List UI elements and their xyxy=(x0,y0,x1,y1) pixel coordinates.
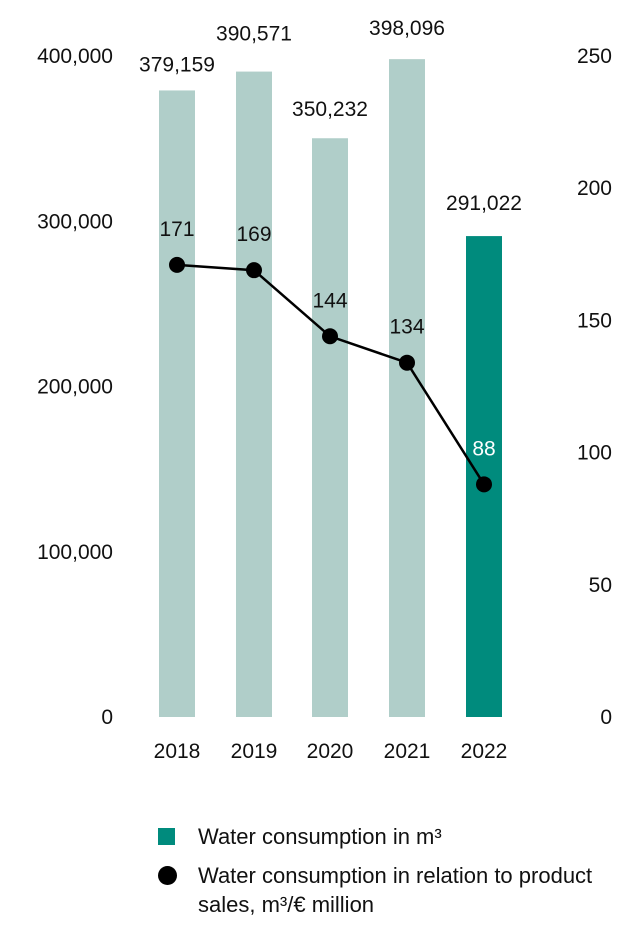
x-tick-label: 2021 xyxy=(384,740,431,763)
y-right-tick-label: 100 xyxy=(577,442,612,465)
bar-value-label: 350,232 xyxy=(292,98,368,121)
bar-value-label: 379,159 xyxy=(139,53,215,76)
bar-value-label: 390,571 xyxy=(216,23,292,46)
y-right-tick-label: 150 xyxy=(577,309,612,332)
line-value-label: 144 xyxy=(312,289,347,312)
legend: Water consumption in m³ Water consumptio… xyxy=(158,822,618,929)
line-value-label: 169 xyxy=(236,223,271,246)
line-point xyxy=(169,256,185,273)
bar xyxy=(312,138,348,717)
legend-item-water-consumption: Water consumption in m³ xyxy=(158,822,618,851)
line-point xyxy=(246,262,262,279)
x-tick-label: 2018 xyxy=(154,740,201,763)
y-left-tick-label: 300,000 xyxy=(37,210,113,233)
y-left-tick-label: 400,000 xyxy=(37,45,113,68)
legend-swatch-line xyxy=(158,866,177,885)
y-right-tick-label: 250 xyxy=(577,45,612,68)
bar xyxy=(236,71,272,717)
y-left-tick-label: 0 xyxy=(101,706,113,729)
line-point xyxy=(399,354,415,371)
line-value-label: 88 xyxy=(472,437,495,460)
line-point xyxy=(322,328,338,345)
y-left-tick-label: 200,000 xyxy=(37,376,113,399)
x-tick-label: 2019 xyxy=(231,740,278,763)
line-value-label: 171 xyxy=(159,218,194,241)
legend-swatch-bar xyxy=(158,828,175,845)
line-point xyxy=(476,476,492,493)
y-right-tick-label: 50 xyxy=(589,574,612,597)
y-left-tick-label: 100,000 xyxy=(37,541,113,564)
legend-label-bar: Water consumption in m³ xyxy=(198,824,442,849)
x-tick-label: 2022 xyxy=(461,740,508,763)
legend-item-water-intensity: Water consumption in relation to product… xyxy=(158,861,618,919)
bar-value-label: 291,022 xyxy=(446,192,522,215)
bar xyxy=(389,59,425,717)
y-right-tick-label: 200 xyxy=(577,177,612,200)
bar xyxy=(159,90,195,717)
line-value-label: 134 xyxy=(389,316,424,339)
x-tick-label: 2020 xyxy=(307,740,354,763)
legend-label-line: Water consumption in relation to product… xyxy=(198,863,593,917)
chart-canvas: 0 100,000 200,000 300,000 400,000 0 50 100 150 20… xyxy=(37,17,612,763)
y-right-tick-label: 0 xyxy=(600,706,612,729)
bar-value-label: 398,096 xyxy=(369,17,445,40)
